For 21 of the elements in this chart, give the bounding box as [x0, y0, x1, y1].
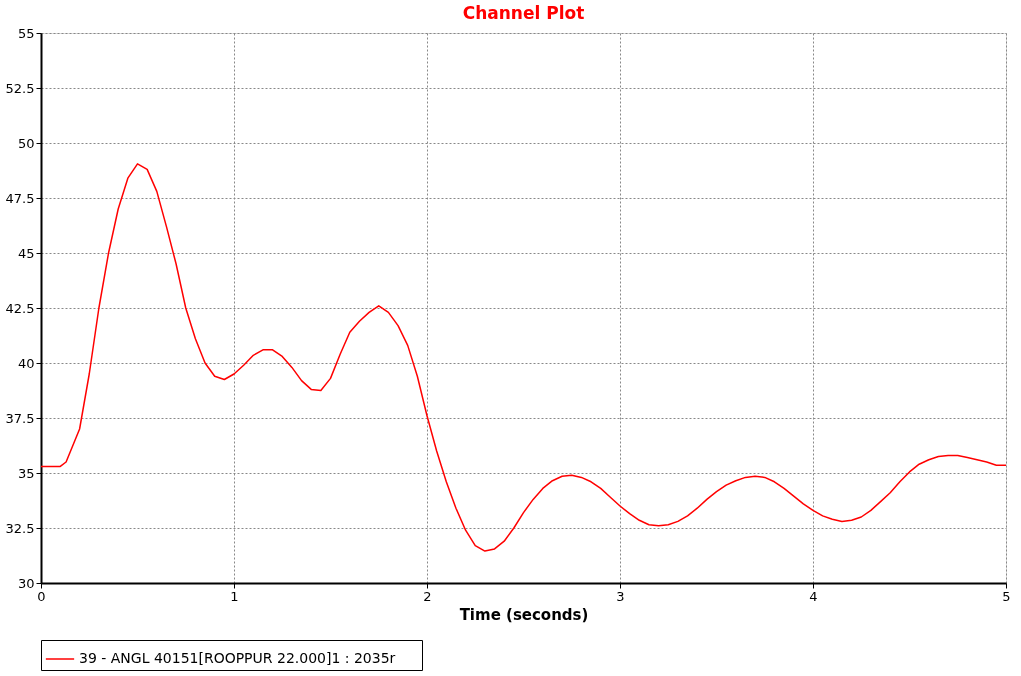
x-tick-label: 0 — [37, 588, 46, 604]
x-tick-label: 4 — [809, 588, 818, 604]
x-tick-label: 5 — [1002, 588, 1011, 604]
y-tick-label: 40 — [17, 355, 35, 371]
legend-label: 39 - ANGL 40151[ROOPPUR 22.000]1 : 2035r — [79, 650, 396, 666]
y-tick-label: 52.5 — [5, 80, 35, 96]
y-tick-label: 47.5 — [5, 190, 35, 206]
y-tick-label: 42.5 — [5, 300, 35, 316]
y-tick-label: 35 — [17, 465, 35, 481]
x-tick-label: 3 — [616, 588, 625, 604]
y-tick-label: 50 — [17, 135, 35, 151]
y-tick-label: 55 — [17, 25, 35, 41]
x-tick-label: 1 — [230, 588, 239, 604]
line-series — [40, 163, 1007, 552]
chart-title: Channel Plot — [462, 3, 585, 23]
y-tick-label: 32.5 — [5, 520, 35, 536]
x-axis-title: Time (seconds) — [459, 605, 589, 624]
y-tick-label: 30 — [17, 575, 35, 591]
y-tick-label: 37.5 — [5, 410, 35, 426]
x-tick-label: 2 — [423, 588, 432, 604]
y-tick-label: 45 — [17, 245, 35, 261]
